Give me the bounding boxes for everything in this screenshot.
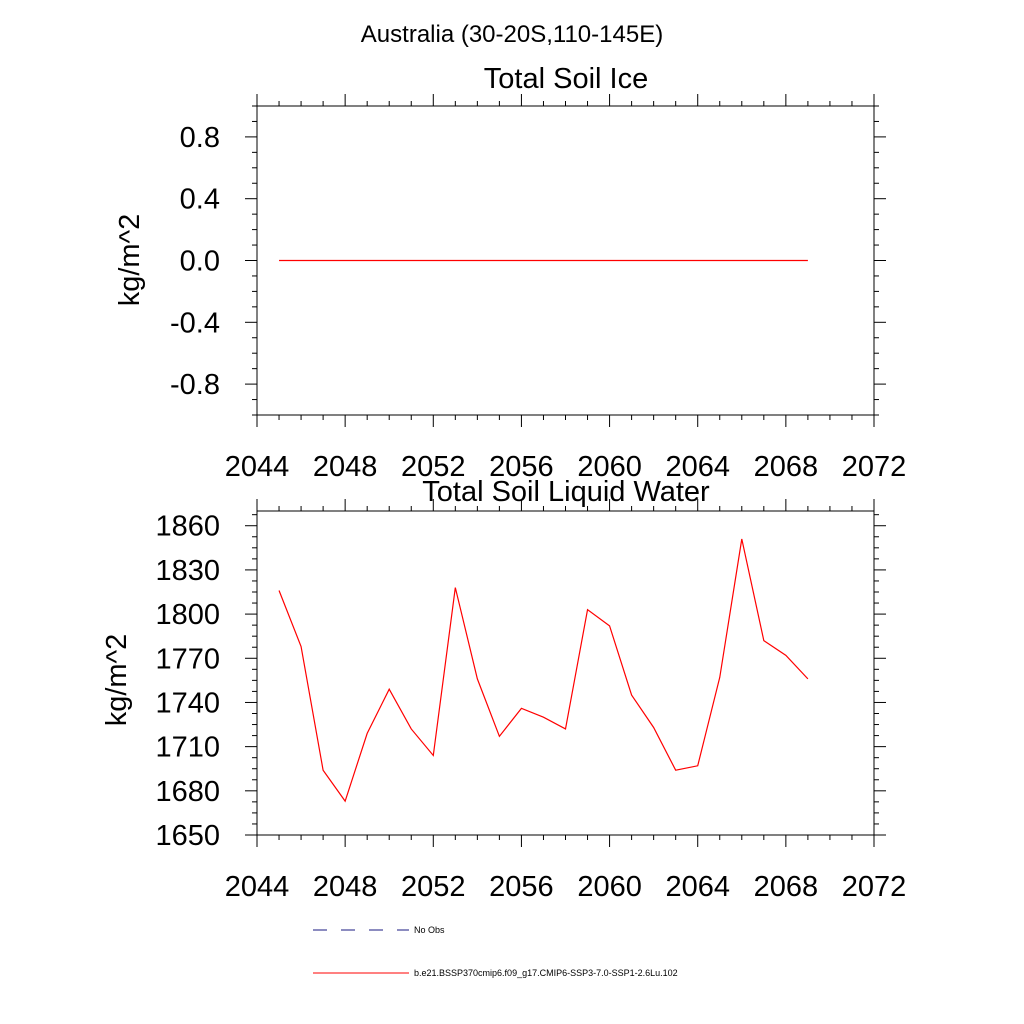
x-tick-label: 2064 (665, 871, 730, 903)
x-tick-label: 2068 (754, 451, 819, 483)
y-tick-label: 1830 (155, 555, 220, 587)
legend: No Obs b.e21.BSSP370cmip6.f09_g17.CMIP6-… (313, 925, 678, 978)
x-tick-label: 2044 (225, 451, 290, 483)
x-tick-label: 2072 (842, 451, 907, 483)
legend-label-obs: No Obs (414, 925, 445, 935)
x-tick-label: 2068 (754, 871, 819, 903)
x-tick-label: 2044 (225, 871, 290, 903)
y-tick-label: 1680 (155, 776, 220, 808)
panel-total-soil-liquid-water: Total Soil Liquid Water kg/m^2 2044 2048 2… (101, 476, 906, 903)
panel-title: Total Soil Ice (484, 63, 648, 95)
x-tick-label: 2048 (313, 871, 378, 903)
y-tick-label: 0.8 (180, 122, 220, 154)
x-tick-label: 2064 (665, 451, 730, 483)
plot-area (278, 538, 809, 803)
y-tick-label: 1740 (155, 687, 220, 719)
y-axis-label: kg/m^2 (101, 634, 133, 727)
figure-title: Australia (30-20S,110-145E) (361, 21, 663, 48)
x-tick-label: 2060 (577, 871, 642, 903)
x-tick-label: 2060 (577, 451, 642, 483)
y-tick-label: -0.4 (170, 307, 220, 339)
series-line (278, 538, 809, 803)
y-axis-label: kg/m^2 (114, 214, 146, 307)
y-tick-label: 1860 (155, 511, 220, 543)
y-tick-label: 0.4 (180, 184, 220, 216)
panel-title: Total Soil Liquid Water (422, 476, 710, 508)
y-tick-label: 0.0 (180, 246, 220, 278)
axis-ticks: 2044 2048 2052 2056 2060 2064 2068 2072 1650 1680… (155, 499, 906, 903)
y-tick-label: 1650 (155, 820, 220, 852)
x-tick-label: 2052 (401, 871, 466, 903)
x-tick-label: 2056 (489, 871, 554, 903)
x-tick-label: 2072 (842, 871, 907, 903)
x-tick-label: 2048 (313, 451, 378, 483)
panel-total-soil-ice: Total Soil Ice kg/m^2 2044 2048 2052 2056 20… (114, 63, 906, 483)
y-tick-label: 1710 (155, 732, 220, 764)
y-tick-label: 1800 (155, 599, 220, 631)
axis-ticks: 2044 2048 2052 2056 2060 2064 2068 2072 -0.8 -0.4… (170, 94, 906, 483)
x-tick-label: 2056 (489, 451, 554, 483)
y-tick-label: 1770 (155, 643, 220, 675)
y-tick-label: -0.8 (170, 369, 220, 401)
legend-label-model: b.e21.BSSP370cmip6.f09_g17.CMIP6-SSP3-7.… (414, 968, 678, 978)
x-tick-label: 2052 (401, 451, 466, 483)
